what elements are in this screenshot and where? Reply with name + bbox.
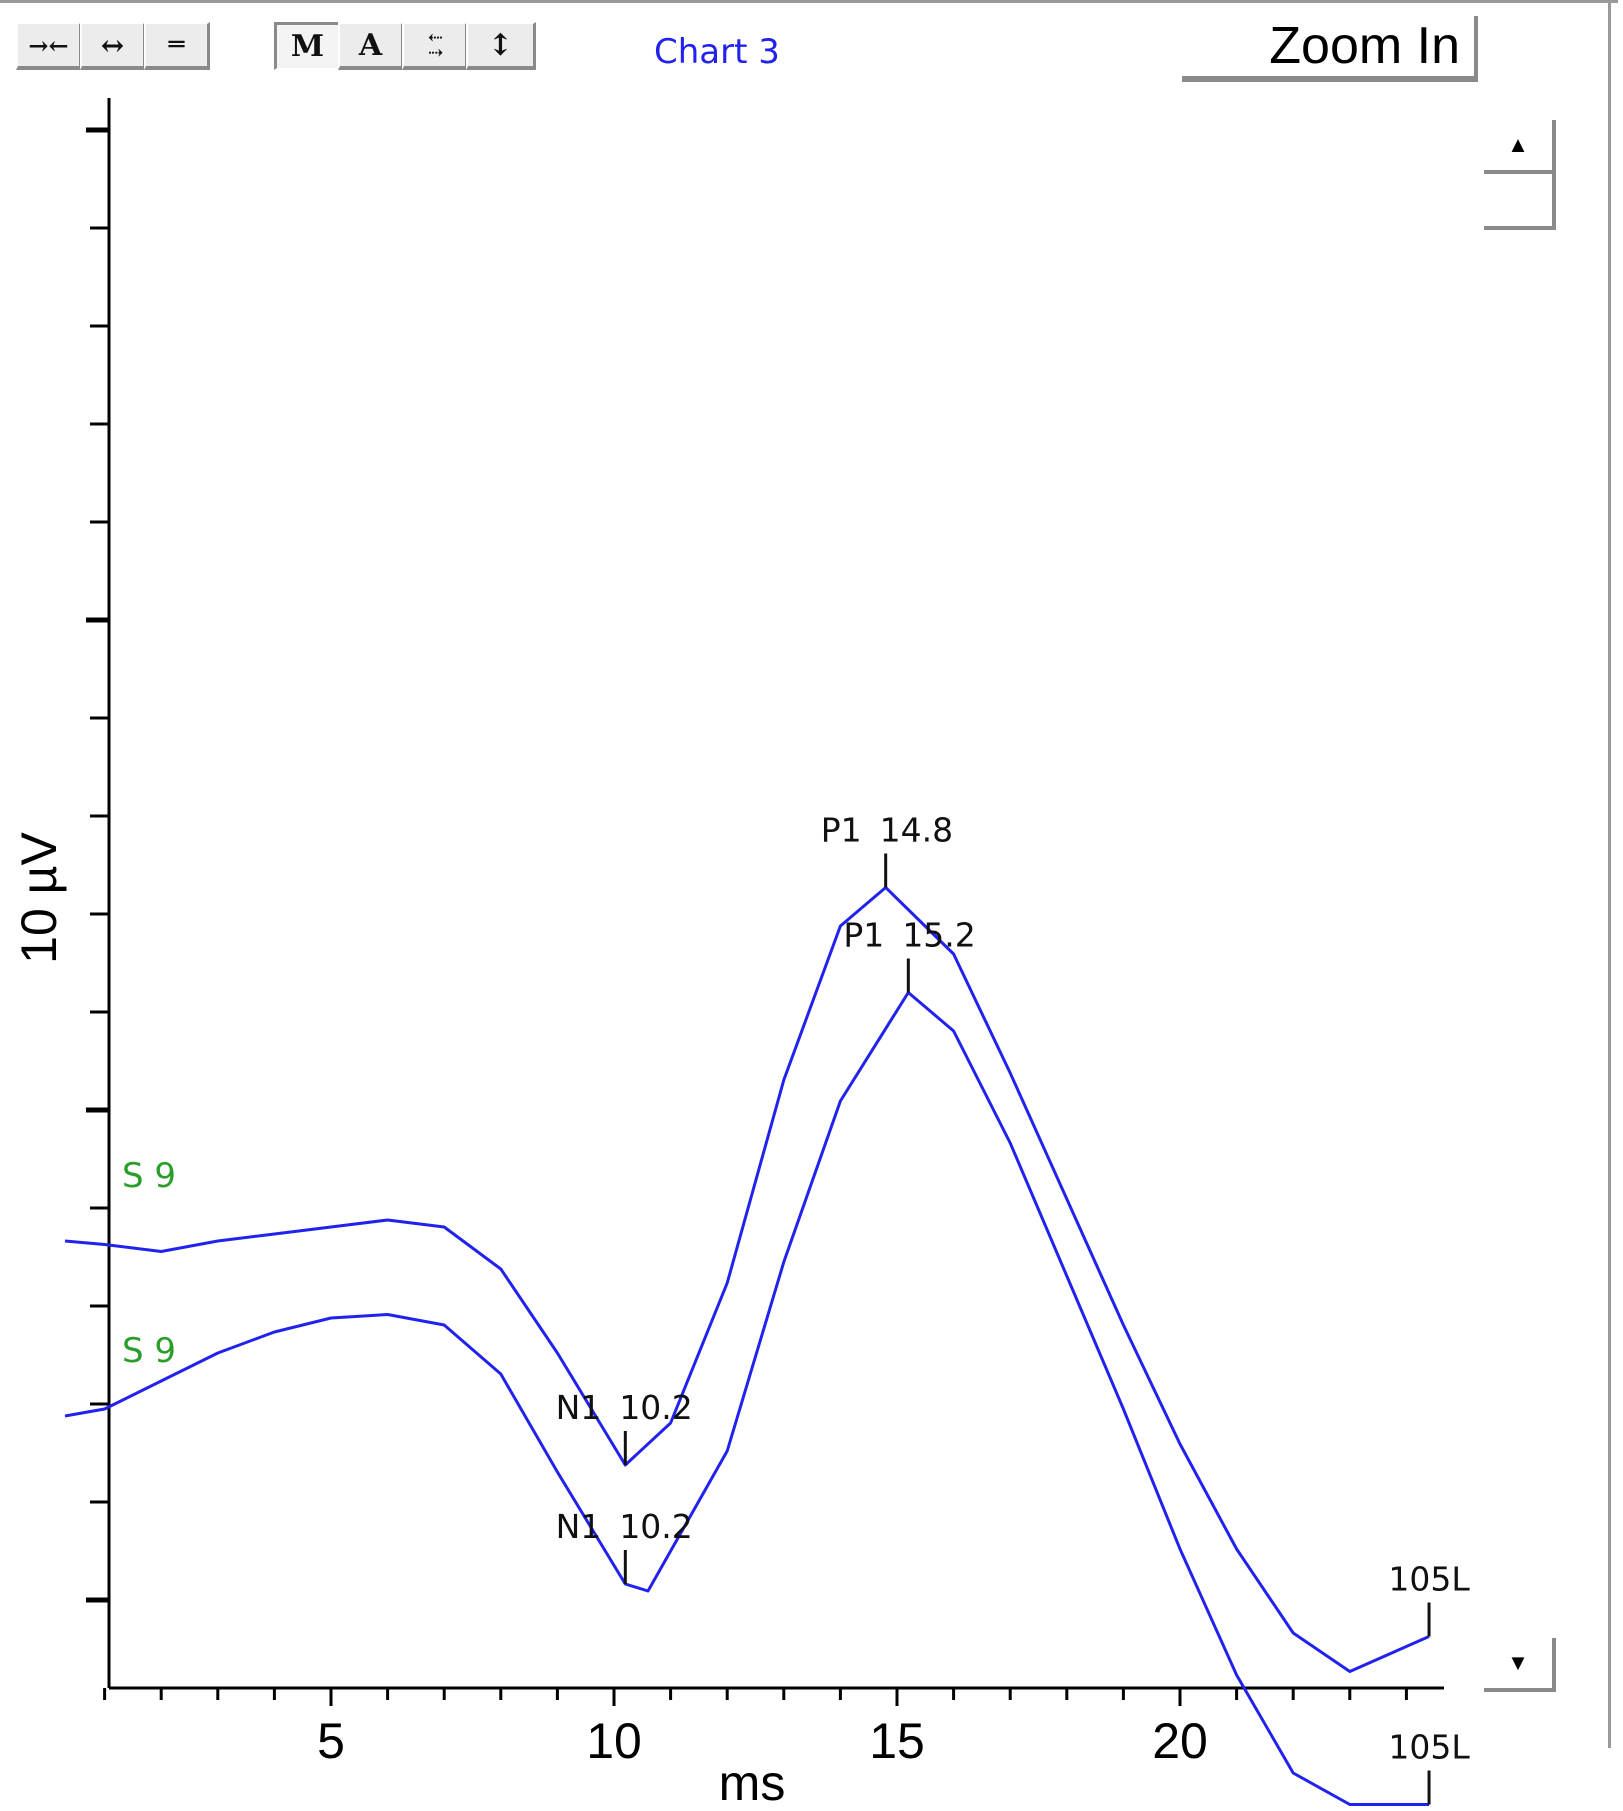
peak-marker-value: 10.2 [619,1388,692,1427]
scroll-up-button[interactable]: ▲ [1484,120,1556,174]
peak-marker-value: 15.2 [902,916,975,955]
waveform-line-1 [64,886,1430,1673]
window-right-border [1608,0,1611,1748]
end-marker-label: 105L [1388,1560,1470,1599]
compress-horizontal-icon: →← [28,30,69,60]
channel-label: S 9 [122,1156,176,1196]
zoom-in-button[interactable]: Zoom In [1182,16,1478,82]
expand-vertical-button[interactable]: ↕ [466,22,536,70]
x-tick-label: 10 [586,1713,642,1769]
x-tick-label: 15 [869,1713,925,1769]
expand-vertical-icon: ↕ [487,27,514,63]
peak-marker-value: 14.8 [880,811,953,850]
arrow-down-icon: ▼ [1507,1650,1529,1675]
peak-marker-label: P1 [821,811,862,850]
x-tick-label: 5 [317,1713,345,1769]
expand-horizontal-icon: ↔ [100,28,125,62]
marker-a-button[interactable]: A [338,22,404,70]
compress-horizontal-button[interactable]: →← [16,22,82,70]
marker-m-icon: M [290,29,325,64]
x-tick-label: 20 [1152,1713,1208,1769]
window-top-border [0,0,1618,3]
peak-marker-label: P1 [843,916,884,955]
compress-vertical-button[interactable]: ⇣⇡ [402,22,468,70]
scroll-down-button[interactable]: ▼ [1484,1638,1556,1692]
expand-horizontal-button[interactable]: ↔ [80,22,146,70]
marker-m-button[interactable]: M [274,22,340,70]
peak-marker-value: 10.2 [619,1507,692,1546]
equalize-icon: ═ [168,30,185,60]
x-axis-label: ms [719,1755,786,1811]
waveform-line-2 [64,991,1429,1806]
arrow-up-icon: ▲ [1507,132,1529,157]
scroll-track[interactable] [1484,174,1556,230]
equalize-button[interactable]: ═ [144,22,210,70]
end-marker-label: 105L [1388,1728,1470,1767]
marker-a-icon: A [358,27,383,63]
compress-vertical-icon: ⇣⇡ [424,29,445,61]
peak-marker-label: N1 [556,1507,602,1546]
peak-marker-label: N1 [556,1388,602,1427]
channel-label: S 9 [122,1331,176,1371]
chart-title: Chart 3 [654,32,780,72]
y-axis-label: 10 µV [11,832,67,964]
